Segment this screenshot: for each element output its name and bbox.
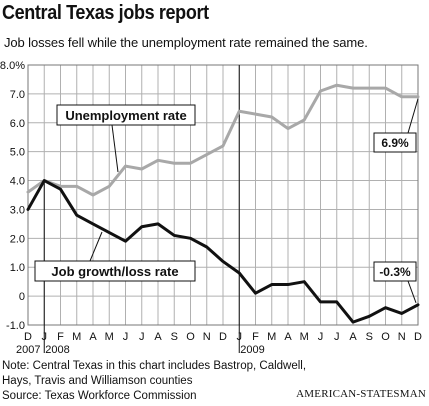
x-tick-label: A [89,331,97,343]
y-tick-label: 1.0 [10,262,25,274]
job-growth-end-value-leader [407,280,417,303]
y-tick-label: 3.0 [10,204,25,216]
x-tick-label: F [57,331,64,343]
unemployment-rate-label-leader [111,124,119,173]
note-line: Hays, Travis and Williamson counties [2,375,193,387]
chart-subtitle: Job losses fell while the unemployment r… [4,35,368,50]
chart-note: Note: Central Texas in this chart includ… [2,359,306,404]
job-growth-line [26,179,420,324]
y-axis-ticks: 8.0% 7.0 6.0 5.0 4.0 3.0 2.0 1.0 0 -1.0 [0,60,25,332]
x-tick-label: D [219,331,227,343]
x-tick-label: N [398,331,406,343]
unemployment-end-value-box [373,132,417,153]
x-tick-label: J [318,331,324,343]
x-tick-label: S [366,331,373,343]
y-tick-label: 0 [19,291,25,303]
year-label: 2007 [16,344,40,356]
publisher-credit: AMERICAN-STATESMAN [296,388,426,400]
y-tick-label: 4.0 [10,176,25,188]
y-tick-label: 8.0% [0,60,25,72]
x-tick-label: J [334,331,340,343]
x-tick-label: D [414,331,422,343]
year-label: 2008 [45,344,69,356]
x-tick-label: M [300,331,309,343]
unemployment-rate-label-box [56,104,196,126]
year-label: 2009 [240,344,264,356]
unemployment-rate-line [26,83,420,197]
y-tick-label: 2.0 [10,233,25,245]
y-tick-label: 6.0 [10,118,25,130]
x-tick-label: J [139,331,145,343]
job-growth-label-box [34,260,196,282]
x-tick-label: D [24,331,32,343]
x-tick-label: M [105,331,114,343]
series-labels: Unemployment rate Job growth/loss rate 6.9… [34,98,419,303]
x-tick-label: M [72,331,81,343]
x-tick-label: J [237,331,243,343]
job-growth-end-value: -0.3% [379,265,411,279]
job-growth-label: Job growth/loss rate [51,264,178,279]
chart-title: Central Texas jobs report [2,2,209,24]
x-tick-label: O [186,331,195,343]
x-tick-label: A [284,331,292,343]
x-tick-label: A [349,331,357,343]
y-tick-label: -1.0 [6,320,25,332]
note-line: Note: Central Texas in this chart includ… [2,360,307,372]
x-tick-label: A [154,331,162,343]
x-tick-label: F [252,331,259,343]
plot-frame [27,64,419,326]
grid-lines [27,64,419,353]
x-tick-label: O [381,331,390,343]
unemployment-end-value-leader [407,98,419,134]
job-growth-end-value-box [373,261,417,282]
x-tick-label: M [267,331,276,343]
job-growth-label-leader [89,231,103,262]
series-lines [26,83,420,324]
x-tick-label: N [203,331,211,343]
source-line: Source: Texas Workforce Commission [2,390,197,402]
x-tick-label: S [171,331,178,343]
unemployment-rate-label: Unemployment rate [65,108,186,123]
y-tick-label: 5.0 [10,147,25,159]
x-tick-label: J [42,331,48,343]
x-tick-label: J [123,331,129,343]
unemployment-end-value: 6.9% [381,136,409,150]
y-tick-label: 7.0 [10,89,25,101]
